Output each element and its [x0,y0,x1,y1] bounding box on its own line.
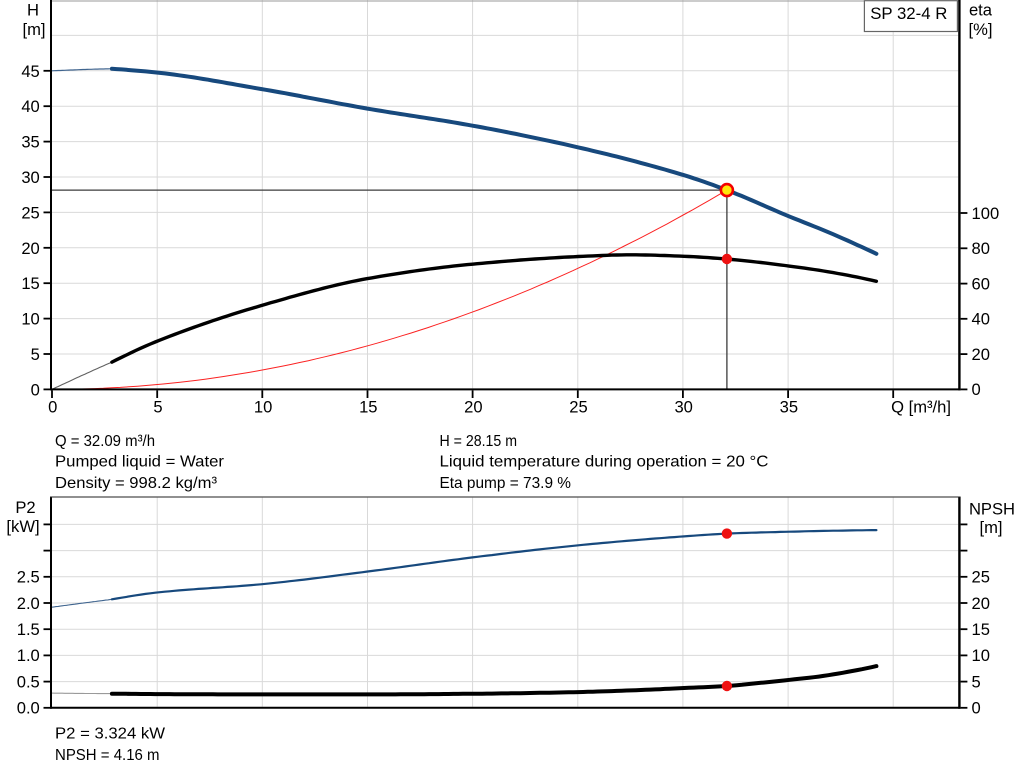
svg-text:20: 20 [464,397,482,416]
svg-text:40: 40 [972,310,990,329]
svg-text:20: 20 [972,345,990,364]
svg-text:P2: P2 [15,498,35,517]
svg-text:30: 30 [674,397,692,416]
svg-text:40: 40 [21,97,39,116]
svg-text:H = 28.15 m: H = 28.15 m [440,433,518,450]
svg-text:2.0: 2.0 [17,594,40,613]
svg-text:1.0: 1.0 [17,646,40,665]
svg-text:20: 20 [972,594,990,613]
svg-text:2.5: 2.5 [17,568,40,587]
svg-text:0: 0 [972,699,981,718]
svg-text:10: 10 [254,397,272,416]
svg-text:Liquid temperature during oper: Liquid temperature during operation = 20… [440,454,769,471]
svg-text:0: 0 [48,397,57,416]
svg-text:0: 0 [972,380,981,399]
svg-text:P2 = 3.324 kW: P2 = 3.324 kW [55,726,166,743]
svg-text:0.0: 0.0 [17,699,40,718]
svg-text:Q = 32.09 m³/h: Q = 32.09 m³/h [55,433,155,450]
svg-text:0.5: 0.5 [17,672,40,691]
svg-text:10: 10 [972,646,990,665]
svg-text:25: 25 [569,397,587,416]
svg-text:45: 45 [21,62,39,81]
svg-text:60: 60 [972,274,990,293]
svg-text:15: 15 [21,274,39,293]
svg-text:80: 80 [972,239,990,258]
svg-text:35: 35 [780,397,798,416]
svg-text:5: 5 [972,672,981,691]
svg-text:[kW]: [kW] [6,517,39,536]
svg-text:35: 35 [21,133,39,152]
svg-text:10: 10 [21,310,39,329]
svg-text:25: 25 [21,203,39,222]
svg-text:0: 0 [31,380,40,399]
svg-text:SP 32-4 R: SP 32-4 R [870,4,947,23]
svg-text:[m]: [m] [979,518,1002,537]
svg-text:5: 5 [153,397,162,416]
svg-text:Density = 998.2 kg/m³: Density = 998.2 kg/m³ [55,475,218,492]
svg-text:Pumped liquid = Water: Pumped liquid = Water [55,454,225,471]
svg-text:30: 30 [21,168,39,187]
svg-text:H: H [27,0,39,19]
svg-text:[%]: [%] [969,20,993,39]
svg-text:NPSH = 4.16 m: NPSH = 4.16 m [55,747,160,764]
svg-text:20: 20 [21,239,39,258]
svg-text:15: 15 [359,397,377,416]
svg-text:NPSH: NPSH [969,499,1015,518]
svg-text:[m]: [m] [22,20,45,39]
svg-text:Q [m³/h]: Q [m³/h] [891,397,951,416]
svg-text:100: 100 [972,204,1000,223]
svg-text:eta: eta [969,0,993,19]
svg-text:1.5: 1.5 [17,620,40,639]
svg-text:Eta pump = 73.9 %: Eta pump = 73.9 % [440,475,572,492]
svg-text:25: 25 [972,568,990,587]
svg-text:15: 15 [972,620,990,639]
svg-text:5: 5 [31,345,40,364]
